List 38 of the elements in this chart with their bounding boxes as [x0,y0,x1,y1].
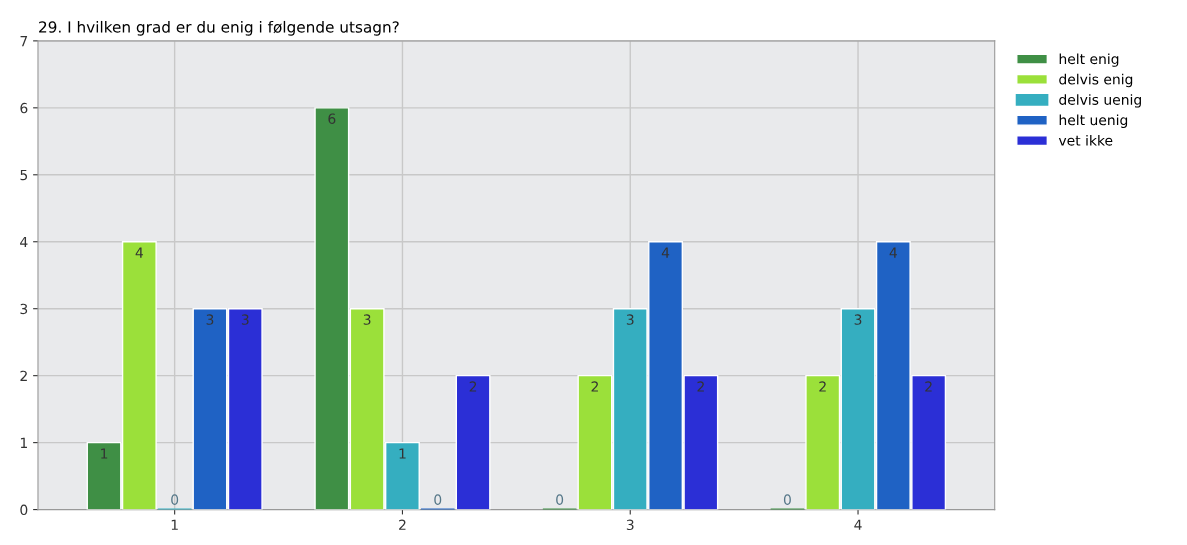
data-label: 2 [697,381,704,392]
data-label: 3 [626,314,634,325]
data-label: 0 [171,494,179,505]
y-tick-label: 0 [20,504,28,516]
data-label: 0 [783,494,791,505]
data-label: 2 [819,381,826,392]
legend-label: vet ikke [1058,134,1113,146]
data-label: 3 [363,314,371,325]
x-tick-label: 3 [626,519,634,531]
y-tick-label: 5 [20,169,28,181]
data-label: 1 [101,448,108,459]
data-label: 3 [206,314,214,325]
legend-label: helt enig [1059,53,1119,67]
legend-label: delvis uenig [1059,94,1141,108]
data-label: 0 [556,494,564,505]
data-label: 2 [591,381,598,392]
y-tick-label: 4 [20,236,28,248]
x-tick-label: 2 [399,519,406,530]
data-label: 3 [241,314,249,325]
chart-title: 29. I hvilken grad er du enig i følgende utsagn? [39,20,399,36]
legend-label: delvis enig [1059,73,1133,88]
data-label: 6 [328,113,336,124]
data-label: 0 [434,494,442,505]
data-label: 1 [399,448,406,459]
y-tick-label: 6 [20,102,28,114]
y-tick-label: 1 [20,437,27,448]
data-label: 4 [135,247,143,258]
data-label: 2 [925,381,932,392]
data-label: 4 [661,247,670,258]
data-label: 3 [854,314,862,325]
data-label: 4 [889,247,897,258]
x-tick-label: 1 [171,519,178,530]
data-label: 2 [469,381,477,392]
x-tick-label: 4 [854,519,862,530]
legend-label: helt uenig [1059,114,1128,128]
y-tick-label: 7 [20,36,28,47]
y-tick-label: 3 [20,303,28,315]
y-tick-label: 2 [20,370,27,381]
